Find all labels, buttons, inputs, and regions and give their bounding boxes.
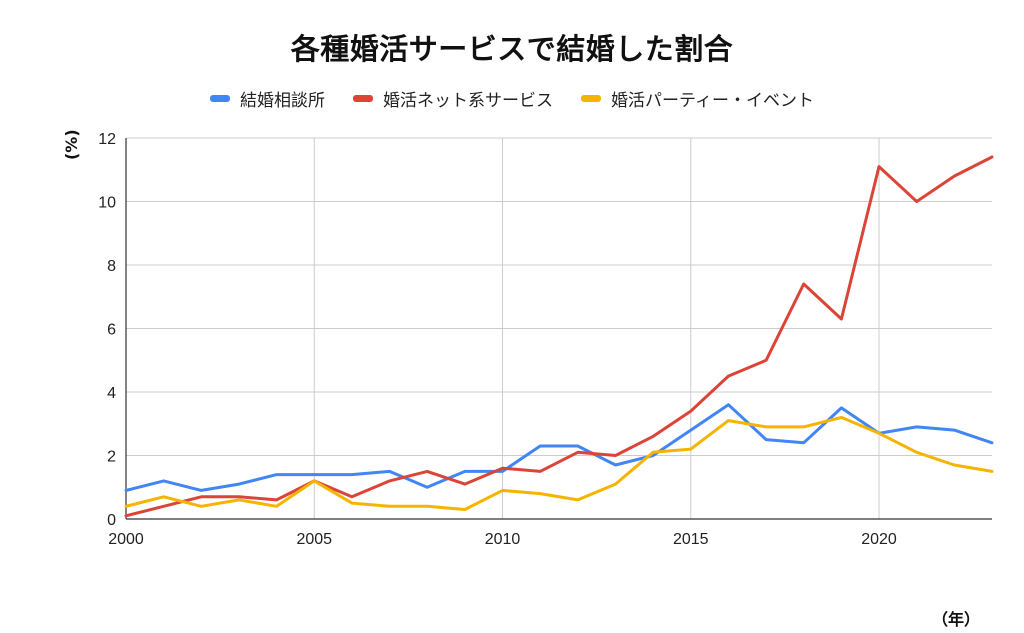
x-tick-label-2020: 2020 [861,531,897,548]
legend-label-online: 婚活ネット系サービス [383,91,553,111]
series-line-online [124,155,994,518]
x-tick-label-2000: 2000 [108,531,144,548]
legend-swatch-consultation [210,95,230,102]
y-tick-label-2: 2 [107,449,116,466]
x-tick-label-2005: 2005 [296,531,332,548]
legend-swatch-party [581,95,601,102]
y-tick-label-0: 0 [107,512,116,529]
series-line-party [124,415,994,511]
y-tick-label-10: 10 [98,195,116,212]
y-tick-label-12: 12 [98,131,116,148]
legend-label-party: 婚活パーティー・イベント [611,91,814,111]
x-tick-label-2015: 2015 [673,531,709,548]
y-tick-label-4: 4 [107,385,116,402]
x-tick-label-2010: 2010 [485,531,521,548]
legend-item-consultation[interactable]: 結婚相談所 [210,86,325,111]
legend-item-party[interactable]: 婚活パーティー・イベント [581,86,814,111]
series-line-consultation [124,403,994,492]
legend-item-online[interactable]: 婚活ネット系サービス [353,86,553,111]
y-tick-label-6: 6 [107,322,116,339]
x-axis-label: （年） [931,610,980,629]
legend: 結婚相談所 婚活ネット系サービス 婚活パーティー・イベント [0,86,1024,111]
legend-swatch-online [353,95,373,102]
chart-title: 各種婚活サービスで結婚した割合 [290,32,734,66]
y-tick-label-8: 8 [107,258,116,275]
legend-label-consultation: 結婚相談所 [240,91,325,111]
